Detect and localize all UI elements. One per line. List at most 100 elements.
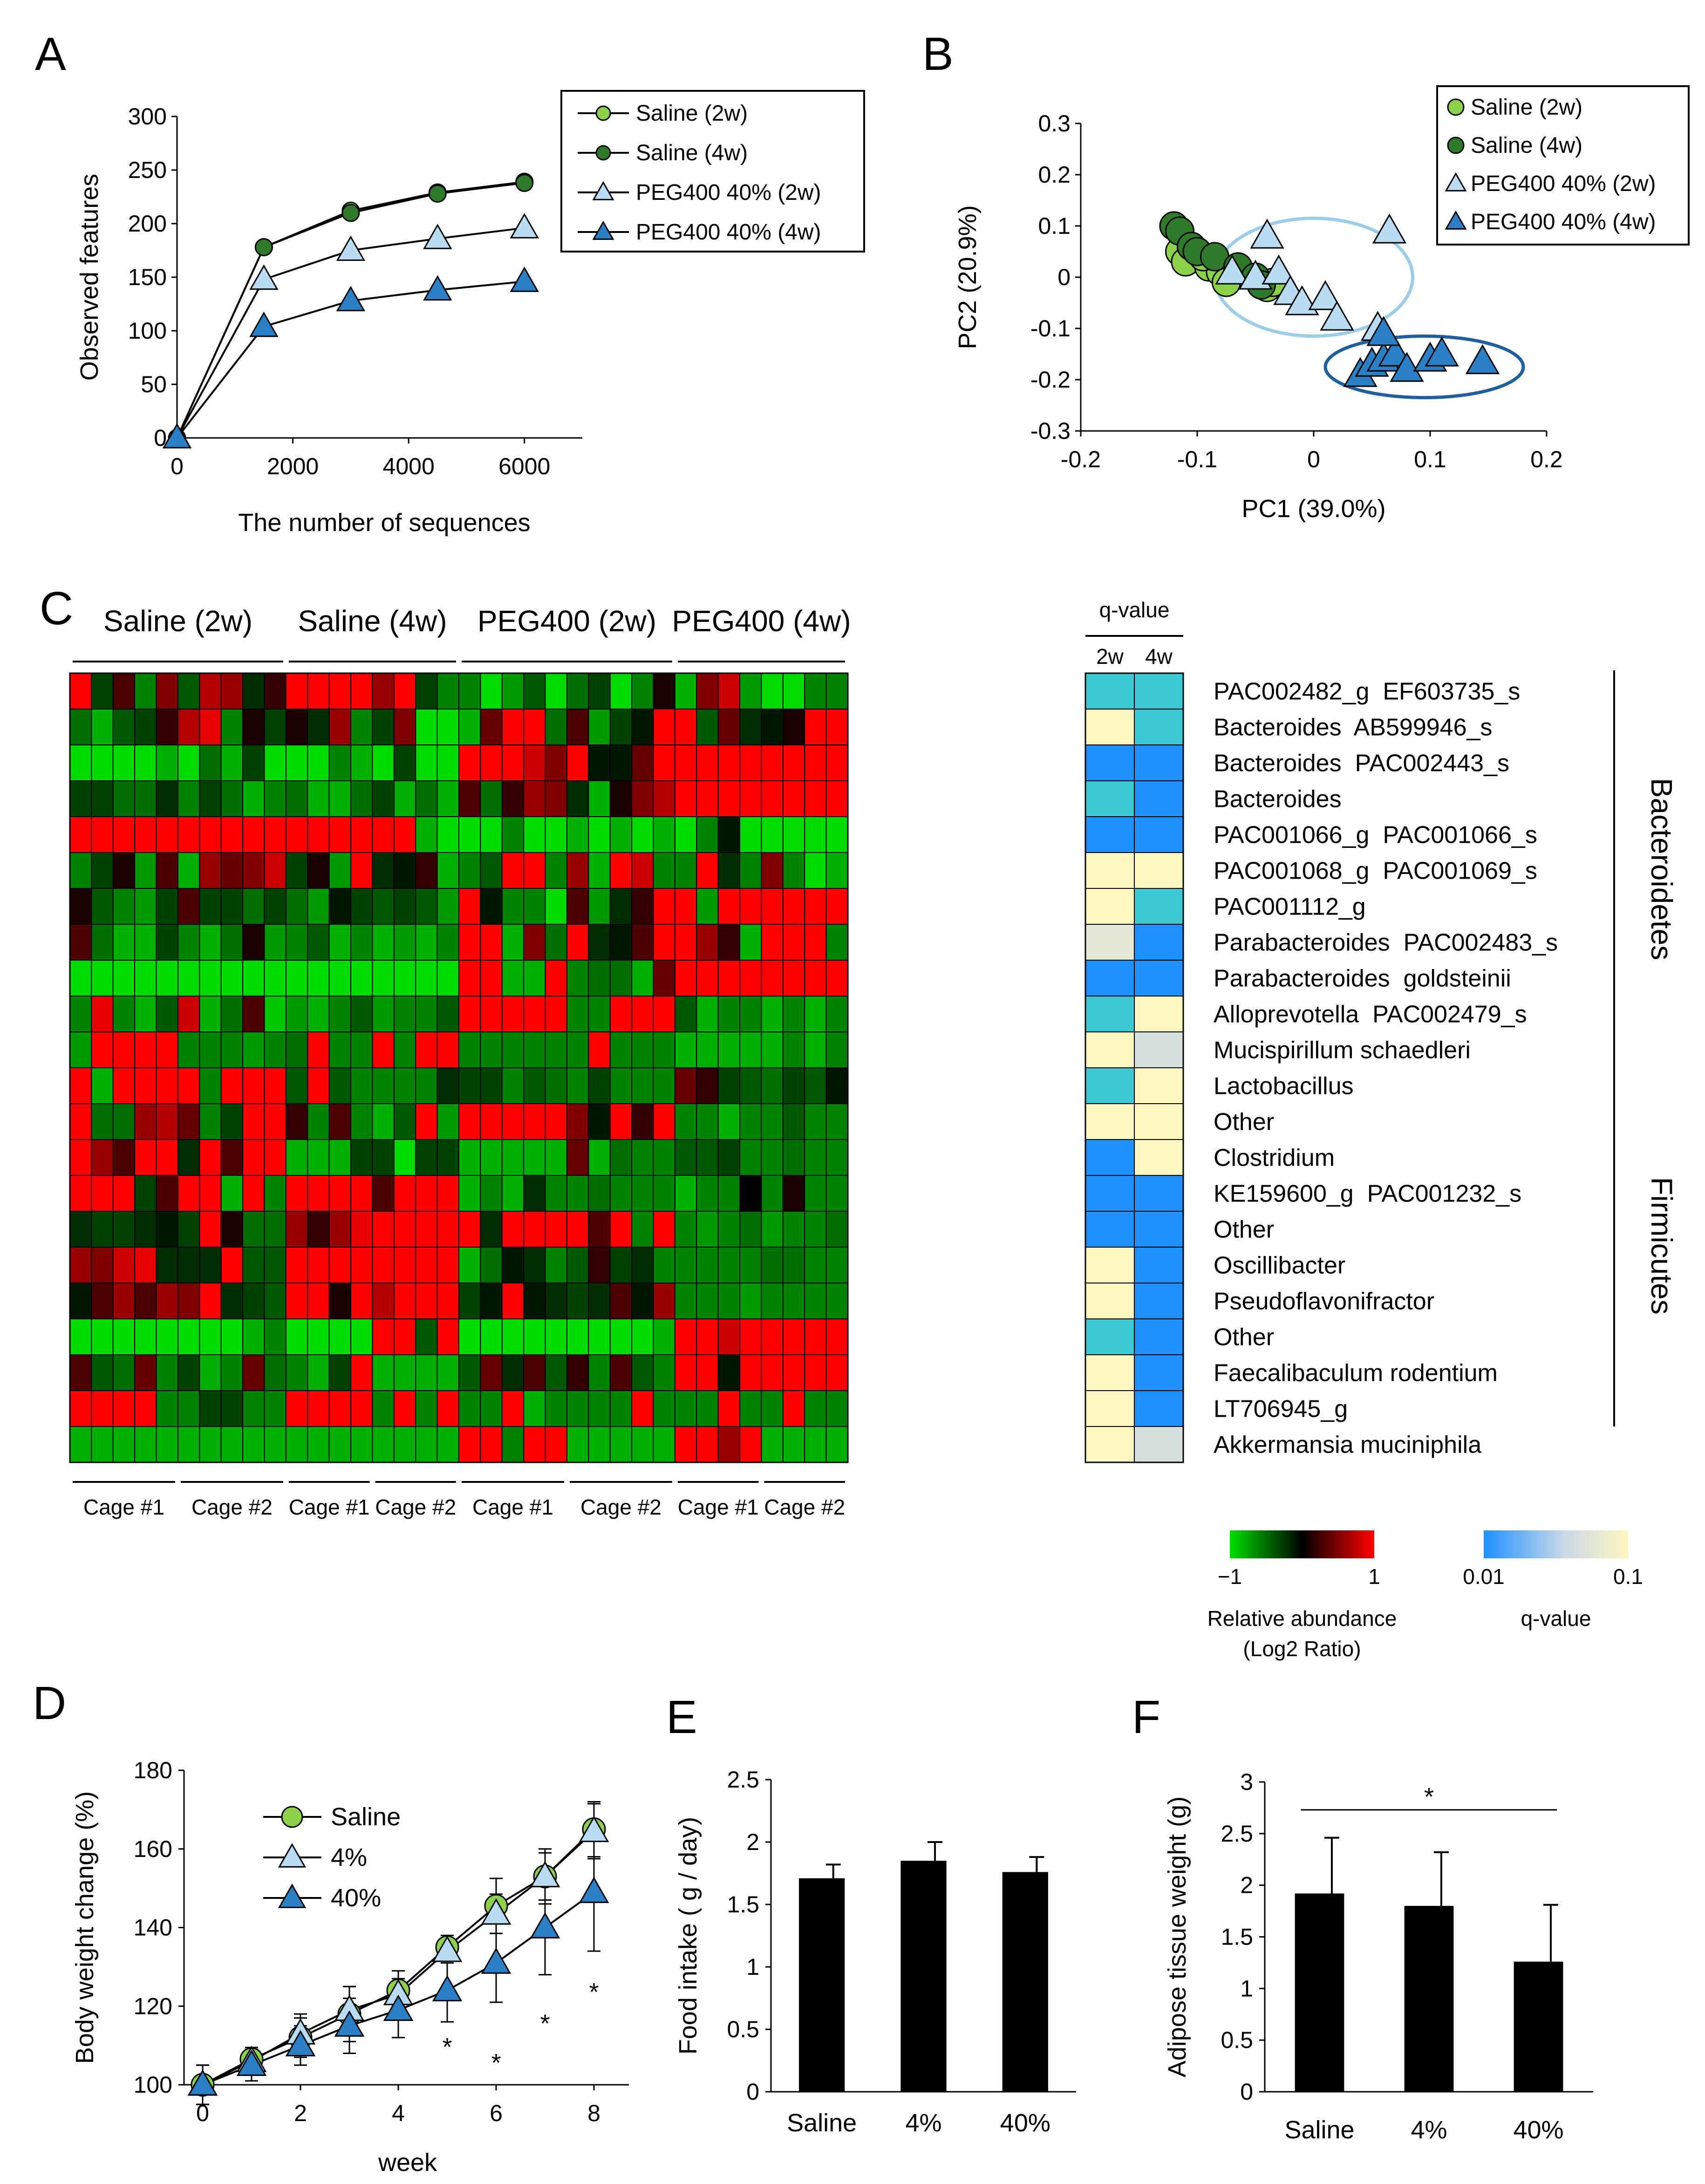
heatmap-cell [242,1067,265,1104]
y-tick-label: 0.5 [1221,2027,1253,2053]
heatmap-cell [307,1103,330,1140]
heatmap-cell [393,780,416,817]
heatmap-cell [285,960,308,996]
heatmap-cell [199,673,222,710]
heatmap-cell [523,1390,546,1427]
heatmap-cell [393,1390,416,1427]
heatmap-cell [242,1390,265,1427]
heatmap-cell [415,960,438,996]
heatmap-cell [653,709,675,745]
y-tick-label: 180 [134,1757,172,1783]
qvalue-cell [1134,960,1184,996]
data-point [423,224,452,249]
heatmap-cell [480,1426,503,1463]
legend-label: Saline [331,1803,401,1831]
heatmap-cell [372,1067,395,1104]
heatmap-cell [501,1354,525,1391]
group-label: PEG400 (4w) [672,604,851,638]
heatmap-cell [220,1067,244,1104]
heatmap-cell [696,1211,719,1248]
heatmap-cell [782,780,805,817]
heatmap-cell [717,1283,741,1319]
legend-marker [592,181,614,200]
heatmap-cell [328,1067,352,1104]
heatmap-cell [177,780,200,817]
heatmap-cell [782,888,805,925]
data-point [579,1877,609,1903]
heatmap-cell [566,852,589,889]
heatmap-cell [696,1247,719,1283]
heatmap-cell [566,1390,589,1427]
legend-label: Saline (2w) [1471,95,1582,120]
data-point [1320,300,1354,331]
heatmap-cell [609,960,633,996]
row-label: Bacteroides AB599946_s [1214,714,1492,741]
heatmap-cell [69,1211,92,1248]
heatmap-cell [156,673,178,710]
heatmap-cell [372,1318,395,1355]
heatmap-cell [609,1426,633,1463]
heatmap-cell [523,888,546,925]
heatmap-cell [199,924,222,961]
heatmap-cell [609,673,633,710]
heatmap-cell [436,780,459,817]
heatmap-cell [480,1354,503,1391]
heatmap-cell [545,1175,567,1212]
heatmap-cell [825,1067,848,1104]
bar [1002,1872,1048,2092]
heatmap-cell [609,780,633,817]
heatmap-cell [804,1283,827,1319]
heatmap-cell [609,1283,633,1319]
heatmap-cell [199,960,222,996]
heatmap-cell [588,744,611,781]
heatmap-cell [458,1175,481,1212]
heatmap-cell [480,1211,503,1248]
y-axis-label: Observed features [75,174,103,381]
heatmap-cell [674,924,697,961]
heatmap-cell [545,1283,567,1319]
heatmap-cell [653,1354,675,1391]
heatmap-cell [415,924,438,961]
heatmap-cell [220,1247,244,1283]
heatmap-cell [199,1103,222,1140]
panel-label-d: D [33,1677,66,1729]
heatmap-cell [177,744,200,781]
heatmap-cell [220,816,244,853]
heatmap-cell [199,1247,222,1283]
heatmap-cell [134,1211,157,1248]
heatmap-cell [825,924,848,961]
heatmap-cell [220,744,244,781]
heatmap-cell [566,1283,589,1319]
heatmap-cell [220,1139,244,1176]
heatmap-cell [177,996,200,1032]
data-point [336,286,366,312]
heatmap-cell [674,1247,697,1283]
qvalue-cell [1134,1031,1184,1068]
heatmap-cell [242,1354,265,1391]
heatmap-cell [588,888,611,925]
abundance-colorbar [1230,1530,1374,1558]
heatmap-cell [566,744,589,781]
legend-marker [281,1806,303,1828]
heatmap-cell [782,816,805,853]
heatmap-cell [480,1103,503,1140]
heatmap-cell [458,1067,481,1104]
heatmap-cell [372,673,395,710]
x-axis-label: PC1 (39.0%) [1241,495,1385,523]
heatmap-cell [523,744,546,781]
heatmap-cell [501,1247,525,1283]
heatmap-cell [220,996,244,1032]
heatmap-cell [739,888,762,925]
data-point [187,2069,218,2096]
heatmap-cell [220,1390,244,1427]
heatmap-cell [242,924,265,961]
y-tick-label: 50 [141,371,167,397]
heatmap-cell [264,1354,286,1391]
heatmap-cell [631,780,654,817]
heatmap-cell [609,888,633,925]
heatmap-cell [436,1390,459,1427]
heatmap-cell [631,852,654,889]
heatmap-cell [588,1247,611,1283]
heatmap-cell [285,780,308,817]
heatmap-cell [804,924,827,961]
